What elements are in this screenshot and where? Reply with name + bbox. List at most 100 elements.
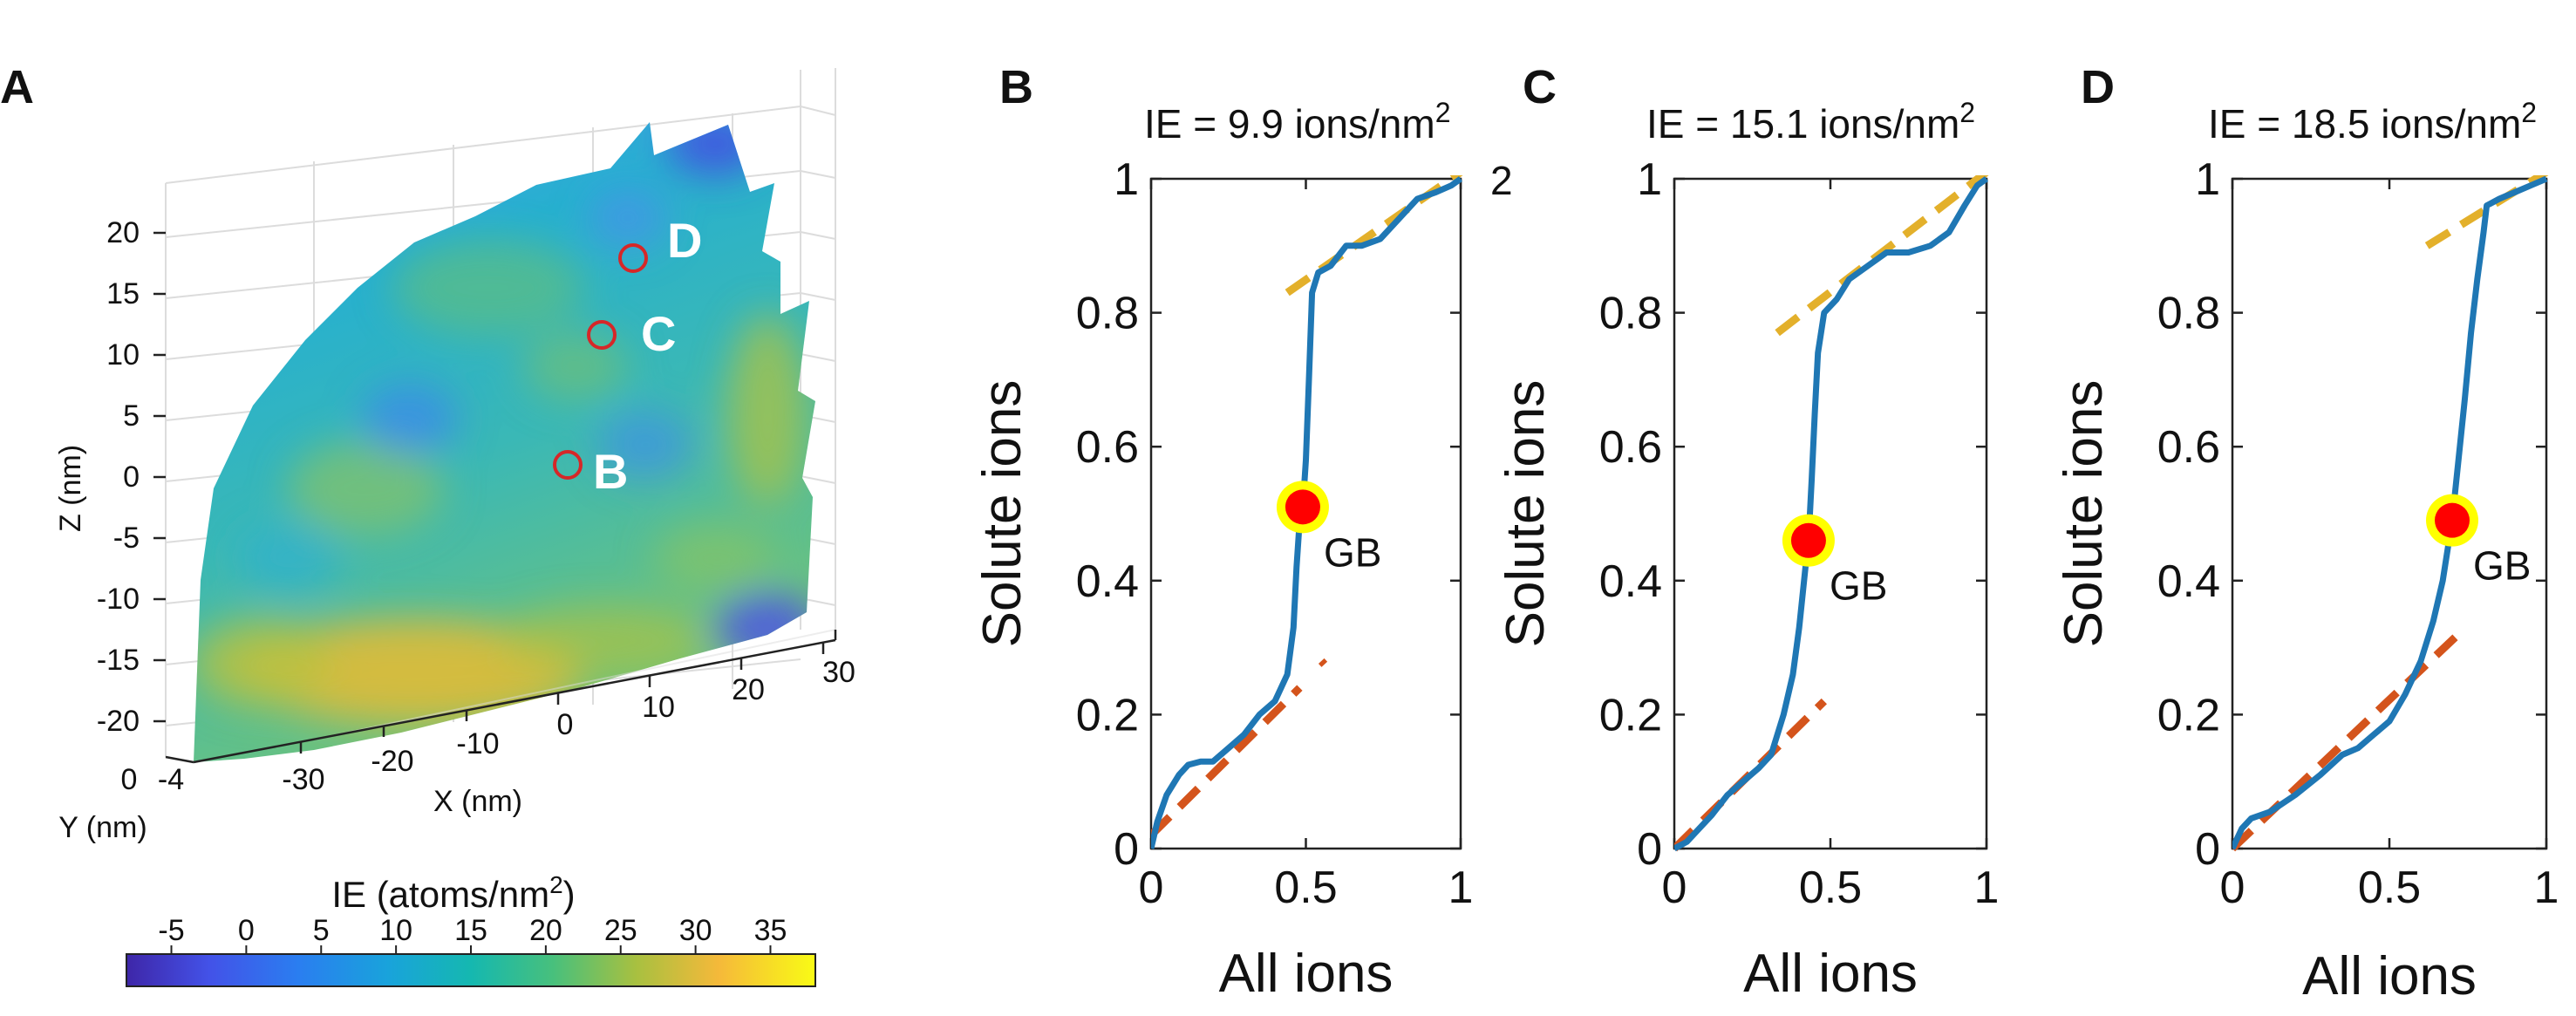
y-tick-label: 0.6 [1599,422,1662,473]
x-tick: 10 [642,691,675,724]
y-axis-label: Y (nm) [58,811,147,844]
corner-annotation: 2 [1490,158,1513,203]
point-label-d: D [667,213,702,268]
gb-label: GB [1830,563,1887,609]
3d-axes [165,630,837,764]
y-tick-label: 0.6 [2157,422,2220,473]
y-tick-label: 1 [1114,154,1139,205]
z-tick: -10 [97,583,140,616]
panel-b: B IE = 9.9 ions/nm2 0 0.2 0.4 0.6 0.8 1 0 0.5 1 All… [972,61,1513,1004]
colorbar-tick: 15 [454,914,487,947]
z-tick: 5 [123,399,140,433]
y-tick-label: 0.4 [2157,556,2220,607]
ie-surface [194,122,815,762]
point-marker-d [618,243,648,273]
y-tick-label: 0 [1637,824,1662,875]
panel-letter: C [1523,61,1557,113]
y-tick-label: 0 [2195,824,2220,875]
gb-label: GB [1324,529,1381,575]
axes-box [1673,177,1988,850]
solute-curve [2232,175,2548,850]
colorbar-tick: 20 [529,914,562,947]
colorbar-tick: 0 [238,914,255,947]
y-axis-label: Solute ions [2054,380,2114,648]
panel-c: C IE = 15.1 ions/nm2 0 0.2 0.4 0.6 0.8 1 0 0.5 1 Al… [1496,61,1999,1004]
colorbar-label: IE (atoms/nm2) [331,871,575,915]
x-tick-label: 0 [1139,863,1164,913]
point-label-b: B [593,444,628,499]
y-axis-label: Solute ions [972,380,1032,648]
x-tick: -20 [371,745,413,778]
x-tick: 30 [822,656,855,689]
colorbar-tick: 10 [379,914,412,947]
chart-title: IE = 9.9 ions/nm2 [1144,97,1450,147]
y-tick-label: 0.4 [1076,556,1139,607]
x-axis-label: X (nm) [433,785,522,818]
panel-letter: D [2081,61,2115,113]
x-tick-label: 0.5 [1799,863,1862,913]
z-tick: -20 [97,705,140,738]
y-axis-label: Solute ions [1496,380,1556,648]
x-tick: 0 [557,708,574,741]
colorbar-tick: 5 [313,914,330,947]
x-tick-label: 0 [1662,863,1687,913]
y-tick-label: 0.8 [1599,289,1662,339]
colorbar-gradient [126,953,816,987]
z-axis-label: Z (nm) [54,445,87,532]
x-axis-label: All ions [2302,946,2477,1006]
y-tick-label: 0.6 [1076,422,1139,473]
colorbar-tick: -5 [158,914,184,947]
x-tick: -30 [282,763,324,796]
panel-a-letter: A [0,61,34,113]
z-axis: 20 15 10 5 0 -5 -10 -15 -20 Z (nm) [54,216,166,738]
point-markers: B C D [553,213,702,499]
z-tick: 0 [123,460,140,494]
point-marker-b [553,450,583,480]
y-tick-label: 0.8 [2157,289,2220,339]
fit-line-high [2424,175,2549,249]
y-tick: -4 [158,763,184,796]
solute-curve [1674,176,1989,852]
y-tick-label: 0.2 [2157,690,2220,740]
x-tick-label: 1 [1974,863,2000,913]
z-tick: -15 [97,644,140,677]
x-tick-label: 0.5 [1274,863,1337,913]
colorbar-tick: 25 [604,914,637,947]
point-label-c: C [641,306,676,361]
colorbar-tick: 30 [679,914,712,947]
gb-point [1285,489,1320,525]
gb-label: GB [2473,543,2531,589]
fit-line-low [2232,631,2462,852]
gb-point [1790,522,1826,558]
y-tick-label: 0.2 [1599,690,1662,740]
y-tick-label: 1 [1637,154,1662,205]
x-tick-label: 0.5 [2358,863,2421,913]
x-tick-label: 1 [2534,863,2559,913]
z-tick: -5 [113,522,140,555]
panel-d: D IE = 18.5 ions/nm2 0 0.2 0.4 0.6 0.8 1 0 0.5 1 Al… [2054,61,2559,1006]
point-marker-c [587,320,617,350]
x-tick-label: 0 [2220,863,2245,913]
y-tick-label: 1 [2195,154,2220,205]
x-tick: -10 [456,727,499,760]
y-tick-label: 0 [1114,824,1139,875]
chart-title: IE = 15.1 ions/nm2 [1646,97,1975,147]
z-tick: 15 [106,277,140,310]
x-axis: -30 -20 -10 0 10 20 30 X (nm) [282,643,855,818]
fit-line-low [1151,685,1303,838]
y-tick: 0 [121,763,138,796]
panel-a: A [0,61,855,987]
z-tick: 20 [106,216,140,249]
y-tick-label: 0.2 [1076,690,1139,740]
x-axis-label: All ions [1743,944,1918,1004]
colorbar-tick: 35 [754,914,787,947]
x-tick: 20 [732,673,765,706]
fit-line-low [1318,658,1328,667]
chart-title: IE = 18.5 ions/nm2 [2208,97,2537,147]
axes-box [2231,177,2548,850]
y-tick-label: 0.8 [1076,289,1139,339]
colorbar: IE (atoms/nm2) -5 0 5 10 15 20 25 30 35 [126,871,816,987]
z-tick: 10 [106,338,140,372]
x-axis-label: All ions [1219,944,1394,1004]
